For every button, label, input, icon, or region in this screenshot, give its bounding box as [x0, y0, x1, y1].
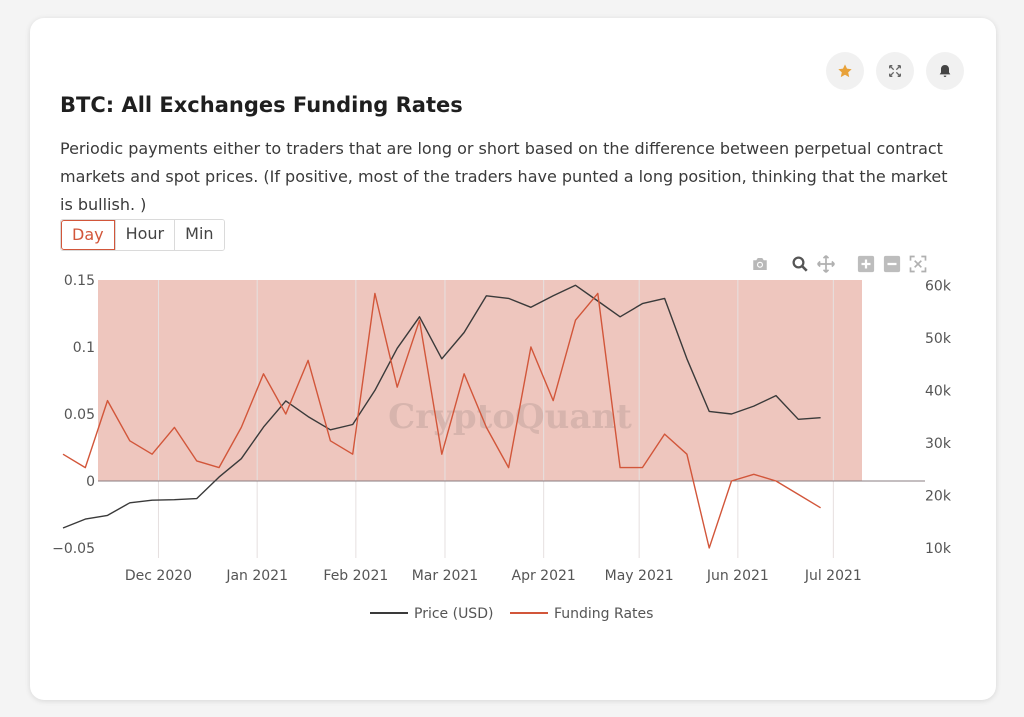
zoom-out-icon [883, 255, 901, 273]
x-tick-label: Apr 2021 [512, 568, 576, 584]
fullscreen-button[interactable] [876, 52, 914, 90]
y-left-tick-label: 0 [86, 474, 95, 490]
pan-icon [817, 255, 835, 273]
funding-rates-line [62, 292, 821, 549]
y-left-tick-label: −0.05 [52, 541, 95, 557]
card-actions [826, 52, 964, 90]
positive-region-band [98, 280, 862, 481]
tab-day[interactable]: Day [61, 220, 115, 250]
x-tick-label: Jul 2021 [804, 568, 862, 584]
y-right-tick-label: 20k [925, 488, 952, 504]
series-lines [62, 284, 821, 549]
y-right-axis: 60k 50k 40k 30k 20k 10k [925, 278, 952, 557]
y-right-tick-label: 50k [925, 331, 952, 347]
chart-modebar [750, 254, 934, 274]
legend-item-funding[interactable]: Funding Rates [510, 606, 653, 622]
y-left-tick-label: 0.1 [73, 340, 95, 356]
x-tick-label: Jan 2021 [225, 568, 288, 584]
pan-mode-button[interactable] [816, 254, 836, 274]
zoom-in-button[interactable] [856, 254, 876, 274]
notify-button[interactable] [926, 52, 964, 90]
zoom-out-button[interactable] [882, 254, 902, 274]
zoom-in-icon [857, 255, 875, 273]
x-axis: Dec 2020 Jan 2021 Feb 2021 Mar 2021 Apr 2021… [125, 568, 862, 584]
expand-icon [889, 65, 901, 77]
bell-icon [939, 65, 951, 77]
funding-rates-card: BTC: All Exchanges Funding Rates Periodi… [30, 18, 996, 700]
legend-label: Funding Rates [554, 606, 653, 622]
x-tick-label: May 2021 [605, 568, 674, 584]
funding-rates-chart[interactable]: CryptoQuant 0.15 0.1 0.05 0 −0.05 60k 50k 40k 3… [30, 18, 996, 700]
y-right-tick-label: 40k [925, 383, 952, 399]
tab-hour[interactable]: Hour [114, 220, 175, 250]
chart-title: BTC: All Exchanges Funding Rates [60, 93, 463, 117]
x-tick-label: Dec 2020 [125, 568, 192, 584]
y-left-tick-label: 0.05 [64, 407, 95, 423]
download-plot-button[interactable] [750, 254, 770, 274]
tab-min[interactable]: Min [174, 220, 224, 250]
legend-label: Price (USD) [414, 606, 493, 622]
y-right-tick-label: 10k [925, 541, 952, 557]
camera-icon [753, 258, 767, 270]
x-tick-label: Jun 2021 [706, 568, 769, 584]
price-usd-line [62, 284, 821, 529]
zoom-icon [792, 256, 808, 272]
star-icon [838, 64, 852, 78]
chart-legend[interactable]: Price (USD) Funding Rates [370, 606, 653, 622]
zoom-mode-button[interactable] [790, 254, 810, 274]
x-tick-label: Feb 2021 [323, 568, 388, 584]
legend-item-price[interactable]: Price (USD) [370, 606, 493, 622]
y-left-tick-label: 0.15 [64, 273, 95, 289]
watermark-text: CryptoQuant [388, 397, 632, 437]
chart-description: Periodic payments either to traders that… [60, 139, 948, 214]
autoscale-button[interactable] [908, 254, 928, 274]
y-right-tick-label: 30k [925, 436, 952, 452]
y-right-tick-label: 60k [925, 278, 952, 294]
interval-tabs: Day Hour Min [60, 219, 225, 251]
favorite-button[interactable] [826, 52, 864, 90]
x-tick-label: Mar 2021 [412, 568, 479, 584]
y-left-axis: 0.15 0.1 0.05 0 −0.05 [52, 273, 95, 557]
autoscale-icon [909, 255, 927, 273]
